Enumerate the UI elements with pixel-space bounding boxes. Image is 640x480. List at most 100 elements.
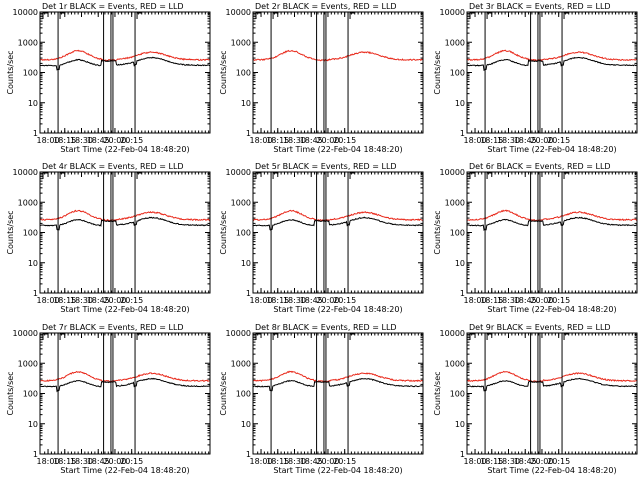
y-tick-label: 10000: [440, 168, 465, 177]
flag-marker: [272, 333, 279, 340]
x-tick-label: 20:00: [316, 296, 339, 305]
panel-det-9: Det 9r BLACK = Events, RED = LLD 1 10 100 10…: [433, 323, 638, 475]
y-tick-label: 1000: [18, 359, 38, 368]
x-tick-label: 18:00: [464, 296, 487, 305]
x-tick-label: 20:00: [316, 136, 339, 145]
y-tick-label: 10000: [13, 168, 38, 177]
flag-marker: [59, 333, 66, 340]
panel-det-7: Det 7r BLACK = Events, RED = LLD 1 10 100 10…: [6, 323, 211, 475]
x-tick-label: 20:00: [316, 457, 339, 466]
x-tick-label: 20:15: [547, 457, 570, 466]
flag-marker: [486, 172, 493, 179]
x-tick-label: 18:30: [283, 296, 306, 305]
x-tick-label: 18:00: [464, 457, 487, 466]
x-tick-label: 20:00: [103, 296, 126, 305]
y-tick-label: 10000: [440, 8, 465, 17]
x-axis-title: Start Time (22-Feb-04 18:48:20): [60, 305, 189, 314]
flag-marker: [349, 333, 356, 340]
y-axis-title: Counts/sec: [433, 210, 442, 254]
y-tick-label: 100: [236, 390, 251, 399]
events-series-line: [252, 216, 424, 231]
y-tick-label: 1: [460, 450, 465, 459]
panel-det-3: Det 3r BLACK = Events, RED = LLD 1 10 100 10…: [433, 2, 638, 154]
panel-title: Det 6r BLACK = Events, RED = LLD: [469, 162, 611, 171]
y-axis-title: Counts/sec: [433, 50, 442, 94]
lld-series-line: [466, 370, 638, 383]
y-axis-title: Counts/sec: [219, 371, 228, 415]
x-tick-label: 18:30: [497, 457, 520, 466]
lld-series-line: [39, 209, 211, 222]
x-tick-label: 18:30: [283, 136, 306, 145]
y-tick-label: 10000: [226, 8, 251, 17]
events-series-line: [252, 378, 424, 392]
flag-marker: [486, 333, 493, 340]
y-tick-label: 10: [455, 99, 465, 108]
y-tick-label: 10: [241, 420, 251, 429]
x-tick-label: 18:30: [70, 136, 93, 145]
x-tick-label: 18:45: [514, 296, 537, 305]
x-tick-label: 18:45: [514, 457, 537, 466]
x-tick-label: 18:15: [480, 136, 503, 145]
y-tick-label: 10000: [226, 329, 251, 338]
flag-marker: [255, 333, 261, 340]
y-tick-label: 1: [33, 450, 38, 459]
flag-marker: [59, 172, 66, 179]
x-tick-label: 18:15: [266, 136, 289, 145]
lld-series-line: [466, 49, 637, 62]
flag-marker: [563, 12, 570, 19]
events-series-line: [466, 56, 638, 72]
x-tick-label: 20:00: [103, 457, 126, 466]
y-tick-label: 100: [450, 229, 465, 238]
flag-marker: [486, 12, 493, 19]
x-tick-label: 18:30: [283, 457, 306, 466]
y-axis-title: Counts/sec: [6, 210, 15, 254]
x-tick-label: 20:15: [333, 136, 356, 145]
y-tick-label: 1000: [445, 38, 465, 47]
x-tick-label: 18:00: [250, 136, 273, 145]
events-series-line: [466, 216, 638, 232]
events-series-line: [39, 216, 211, 231]
y-tick-label: 1: [33, 289, 38, 298]
y-tick-label: 1000: [18, 38, 38, 47]
panel-title: Det 4r BLACK = Events, RED = LLD: [42, 162, 184, 171]
flag-marker: [42, 333, 48, 340]
plot-frame: [39, 332, 211, 455]
x-tick-label: 18:15: [53, 296, 76, 305]
events-series-line: [466, 377, 638, 392]
y-tick-label: 100: [450, 390, 465, 399]
y-tick-label: 100: [23, 69, 38, 78]
y-tick-label: 10: [28, 420, 38, 429]
y-tick-label: 10: [241, 99, 251, 108]
y-tick-label: 1000: [445, 359, 465, 368]
flag-marker: [136, 172, 143, 179]
y-tick-label: 1000: [231, 198, 251, 207]
y-tick-label: 10: [28, 99, 38, 108]
y-tick-label: 1: [460, 289, 465, 298]
lld-series-line: [39, 49, 211, 62]
y-tick-label: 1000: [231, 38, 251, 47]
plot-frame: [466, 11, 638, 134]
lld-series-line: [466, 209, 638, 222]
flag-marker: [469, 333, 475, 340]
panel-title: Det 9r BLACK = Events, RED = LLD: [469, 323, 611, 332]
panel-det-8: Det 8r BLACK = Events, RED = LLD 1 10 100 10…: [219, 323, 424, 475]
y-tick-label: 10: [455, 259, 465, 268]
plot-frame: [39, 171, 211, 294]
x-tick-label: 18:45: [87, 136, 110, 145]
x-tick-label: 18:45: [300, 136, 323, 145]
y-tick-label: 1000: [231, 359, 251, 368]
y-tick-label: 100: [236, 229, 251, 238]
panel-title: Det 7r BLACK = Events, RED = LLD: [42, 323, 184, 332]
x-axis-title: Start Time (22-Feb-04 18:48:20): [60, 145, 189, 154]
flag-marker: [349, 172, 356, 179]
panel-title: Det 3r BLACK = Events, RED = LLD: [469, 2, 611, 11]
x-axis-title: Start Time (22-Feb-04 18:48:20): [273, 305, 402, 314]
panel-det-5: Det 5r BLACK = Events, RED = LLD 1 10 100 10…: [219, 162, 424, 314]
x-tick-label: 20:00: [530, 457, 553, 466]
x-axis-title: Start Time (22-Feb-04 18:48:20): [273, 145, 402, 154]
y-tick-label: 100: [23, 229, 38, 238]
events-series-line: [40, 377, 211, 393]
x-tick-label: 18:45: [300, 457, 323, 466]
y-tick-label: 10: [241, 259, 251, 268]
